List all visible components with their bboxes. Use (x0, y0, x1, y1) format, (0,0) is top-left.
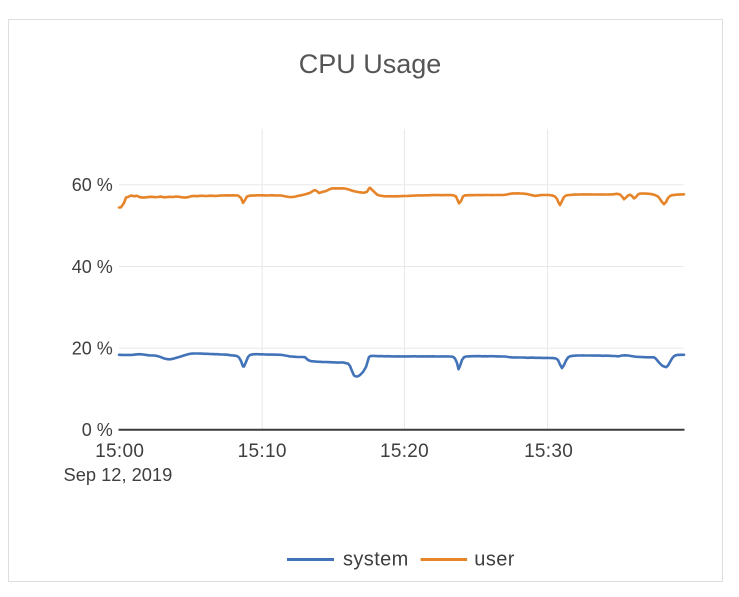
svg-text:15:30: 15:30 (524, 441, 573, 462)
svg-text:15:00: 15:00 (95, 441, 144, 462)
svg-text:system: system (343, 549, 409, 571)
svg-text:user: user (474, 549, 515, 571)
svg-text:15:10: 15:10 (238, 441, 287, 462)
svg-text:Sep 12, 2019: Sep 12, 2019 (64, 464, 173, 485)
svg-text:20 %: 20 % (72, 339, 113, 359)
svg-text:40 %: 40 % (72, 257, 113, 277)
svg-text:CPU Usage: CPU Usage (299, 49, 442, 79)
svg-text:15:20: 15:20 (380, 441, 429, 462)
svg-text:60 %: 60 % (72, 175, 113, 195)
svg-text:0 %: 0 % (82, 420, 113, 440)
